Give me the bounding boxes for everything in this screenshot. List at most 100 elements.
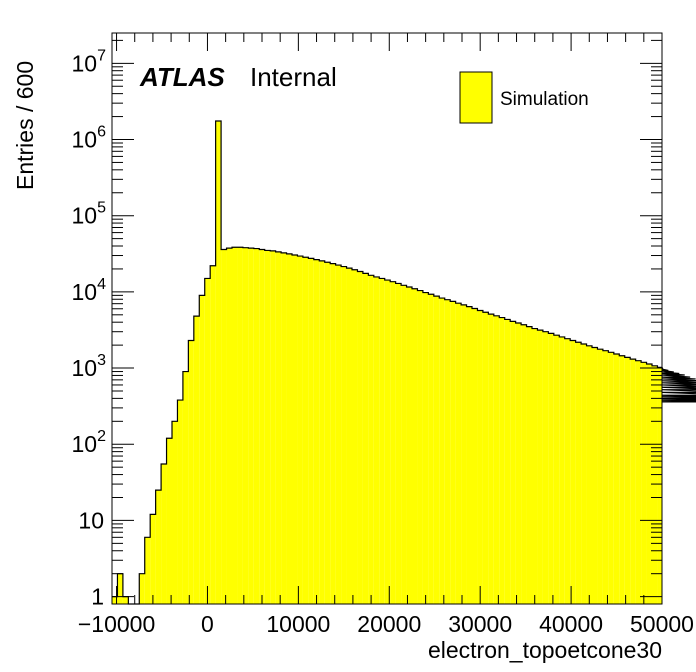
plot-frame bbox=[111, 32, 663, 605]
histogram-bar bbox=[433, 296, 440, 604]
legend-swatch bbox=[459, 71, 493, 124]
histogram-bar bbox=[395, 283, 402, 604]
y-axis-title: Entries / 600 bbox=[12, 61, 38, 190]
y-tick-label: 107 bbox=[72, 47, 107, 76]
y-tick-label: 103 bbox=[72, 352, 107, 381]
histogram-bar bbox=[122, 596, 129, 604]
x-tick-label: 10000 bbox=[266, 611, 330, 637]
histogram-bar bbox=[232, 247, 238, 604]
histogram-bar bbox=[592, 347, 598, 604]
histogram-bar bbox=[379, 278, 385, 604]
histogram-bar bbox=[193, 316, 200, 604]
histogram-bar bbox=[461, 304, 467, 604]
histogram-bar bbox=[488, 314, 494, 604]
histogram-bar bbox=[264, 250, 271, 605]
histogram-bar bbox=[537, 330, 543, 604]
histogram-bar bbox=[482, 312, 489, 604]
histogram-bar bbox=[439, 298, 445, 604]
histogram-bar bbox=[521, 324, 527, 604]
histogram-bar bbox=[302, 257, 309, 604]
histogram-bar bbox=[657, 367, 662, 604]
histogram-bar bbox=[324, 262, 331, 604]
histogram-bar bbox=[112, 596, 118, 604]
histogram-bar bbox=[548, 333, 554, 604]
y-tick-label: 102 bbox=[72, 428, 107, 457]
histogram-bar bbox=[210, 265, 216, 604]
atlas-label: ATLAS bbox=[139, 62, 225, 92]
histogram-bar bbox=[248, 248, 254, 605]
histogram-bar bbox=[635, 360, 642, 604]
histogram-bar bbox=[362, 273, 369, 604]
histogram-bar bbox=[199, 295, 205, 604]
histogram-bar bbox=[144, 537, 151, 604]
histogram-bar bbox=[504, 319, 511, 604]
histogram-bar bbox=[253, 248, 260, 604]
x-tick-label: 40000 bbox=[539, 611, 603, 637]
x-tick-label: 20000 bbox=[357, 611, 421, 637]
histogram-bar bbox=[450, 301, 456, 604]
histogram-bar bbox=[559, 336, 565, 604]
histogram-bar bbox=[401, 285, 407, 604]
histogram-bar bbox=[499, 317, 505, 604]
histogram-bar bbox=[270, 250, 276, 605]
y-tick-label: 104 bbox=[72, 276, 107, 305]
histogram-bar bbox=[335, 265, 342, 604]
histogram-bar bbox=[237, 247, 243, 604]
histogram-bar bbox=[619, 355, 625, 604]
histogram-bar bbox=[422, 292, 429, 604]
x-tick-label: −10000 bbox=[78, 611, 155, 637]
histogram-bar bbox=[444, 299, 451, 604]
histogram-bar bbox=[406, 286, 412, 604]
histogram-bar bbox=[155, 490, 162, 604]
histogram-bar bbox=[553, 335, 560, 604]
histogram-bar bbox=[542, 331, 549, 604]
histogram-bar bbox=[286, 253, 292, 604]
histogram-bar bbox=[532, 328, 538, 604]
axes-frame bbox=[111, 32, 663, 605]
x-axis-ticks: −10000 0 10000 20000 30000 40000 50000 bbox=[78, 33, 694, 637]
histogram-bar bbox=[493, 315, 500, 604]
histogram-bar bbox=[641, 362, 647, 604]
histogram-bar bbox=[204, 278, 211, 604]
histogram-bar bbox=[428, 294, 434, 604]
histogram-bar bbox=[275, 251, 282, 604]
histogram-bar bbox=[188, 340, 194, 604]
histogram-bar bbox=[308, 258, 314, 604]
histogram-bar bbox=[586, 345, 592, 604]
histogram-bar bbox=[646, 364, 652, 604]
y-tick-label: 1 bbox=[91, 584, 104, 610]
histogram-bar bbox=[166, 438, 172, 604]
histogram-bar bbox=[221, 249, 227, 604]
histogram-bar bbox=[172, 421, 178, 604]
histogram-bar bbox=[341, 266, 347, 604]
x-tick-label: 30000 bbox=[448, 611, 512, 637]
histogram-bar bbox=[624, 357, 631, 604]
histogram-bar bbox=[357, 271, 363, 604]
histogram-bars bbox=[112, 120, 696, 605]
histogram-bar bbox=[564, 338, 571, 604]
histogram-bar bbox=[515, 323, 522, 604]
histogram-bar bbox=[297, 256, 303, 604]
histogram-bar bbox=[281, 252, 287, 604]
histogram-bar bbox=[412, 288, 418, 604]
histogram-bar bbox=[215, 120, 222, 605]
histogram-bar bbox=[630, 359, 636, 604]
y-axis-ticks: 1 10 102 103 104 105 106 107 bbox=[72, 39, 662, 610]
histogram-bar bbox=[346, 268, 352, 604]
histogram-bar bbox=[373, 276, 380, 604]
histogram-bar bbox=[652, 365, 658, 604]
histogram-bar bbox=[526, 326, 532, 604]
histogram-bar bbox=[510, 321, 516, 604]
histogram-bar bbox=[161, 464, 167, 604]
histogram-bar bbox=[602, 350, 609, 604]
histogram-bar bbox=[319, 260, 325, 604]
internal-label: Internal bbox=[250, 62, 337, 92]
histogram-bar bbox=[417, 290, 423, 604]
histogram-bar bbox=[139, 573, 145, 604]
histogram-bar bbox=[581, 343, 587, 604]
histogram-bar bbox=[575, 342, 582, 604]
x-tick-label: 0 bbox=[201, 611, 214, 637]
x-tick-label: 50000 bbox=[630, 611, 694, 637]
histogram-bar bbox=[150, 514, 156, 604]
